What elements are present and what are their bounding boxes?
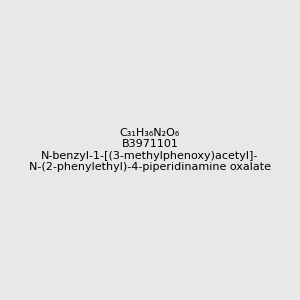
Text: C₃₁H₃₆N₂O₆
B3971101
N-benzyl-1-[(3-methylphenoxy)acetyl]-
N-(2-phenylethyl)-4-pi: C₃₁H₃₆N₂O₆ B3971101 N-benzyl-1-[(3-methy… (29, 128, 271, 172)
